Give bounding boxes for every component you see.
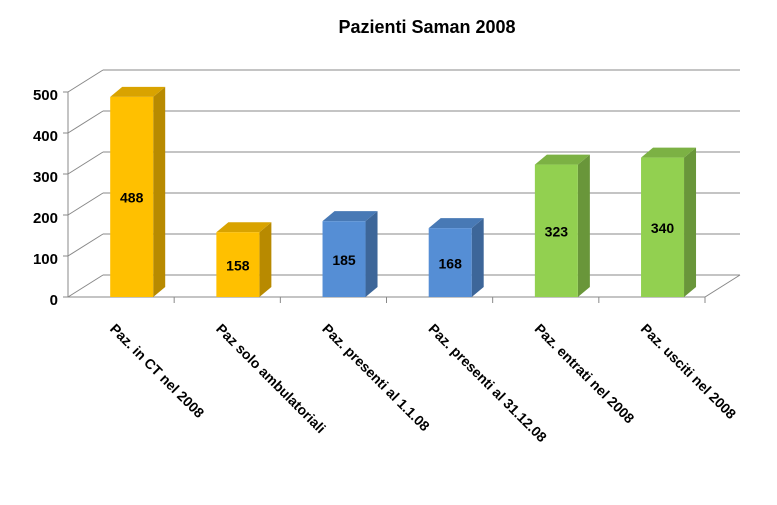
bar (216, 222, 272, 297)
y-tick-label: 400 (33, 128, 58, 145)
bar (641, 147, 697, 297)
x-tick-label: Paz. in CT nel 2008 (107, 320, 208, 421)
y-tick-label: 100 (33, 251, 58, 268)
bar-top (110, 86, 166, 97)
bar-front (110, 96, 154, 297)
value-label: 323 (545, 223, 569, 239)
grid-line (67, 69, 104, 93)
y-tick-label: 0 (50, 292, 58, 309)
y-tick-label: 300 (33, 169, 58, 186)
chart-title: Pazienti Saman 2008 (338, 17, 515, 37)
bar-side (577, 154, 590, 297)
x-tick-label: Paz solo ambulatoriali (213, 320, 329, 436)
bar-top (641, 147, 697, 158)
grid-line (67, 233, 104, 257)
grid-line (67, 110, 104, 134)
bar-side (684, 147, 697, 297)
value-label: 185 (332, 252, 356, 268)
bar-front (322, 221, 366, 297)
value-label: 340 (651, 220, 675, 236)
bar-front (216, 232, 260, 297)
bar-side (259, 222, 272, 297)
x-tick-label: Paz. presenti al 1.1.08 (319, 320, 433, 434)
floor (68, 274, 741, 298)
bar-front (641, 157, 685, 297)
bar-top (322, 211, 378, 222)
grid-line (67, 151, 104, 175)
value-label: 488 (120, 190, 144, 206)
bar-side (365, 211, 378, 297)
x-tick-label: Paz. entrati nel 2008 (532, 320, 638, 426)
x-tick-label: Paz. usciti nel 2008 (638, 320, 740, 422)
bar-top (216, 222, 272, 233)
bar (428, 218, 484, 297)
value-label: 158 (226, 257, 250, 273)
y-tick-label: 500 (33, 87, 58, 104)
x-tick-label: Paz. presenti al 31.12.08 (425, 320, 550, 445)
bar-front (534, 164, 578, 297)
grid-line (67, 192, 104, 216)
bar (322, 211, 378, 297)
bar-side (471, 218, 484, 297)
bar (110, 86, 166, 297)
bar (534, 154, 590, 297)
bar-front (428, 228, 472, 297)
bar-top (534, 154, 590, 165)
bar-side (153, 86, 166, 297)
y-tick-label: 200 (33, 210, 58, 227)
grid-line (67, 274, 104, 298)
bar-top (428, 218, 484, 229)
value-label: 168 (439, 255, 463, 271)
